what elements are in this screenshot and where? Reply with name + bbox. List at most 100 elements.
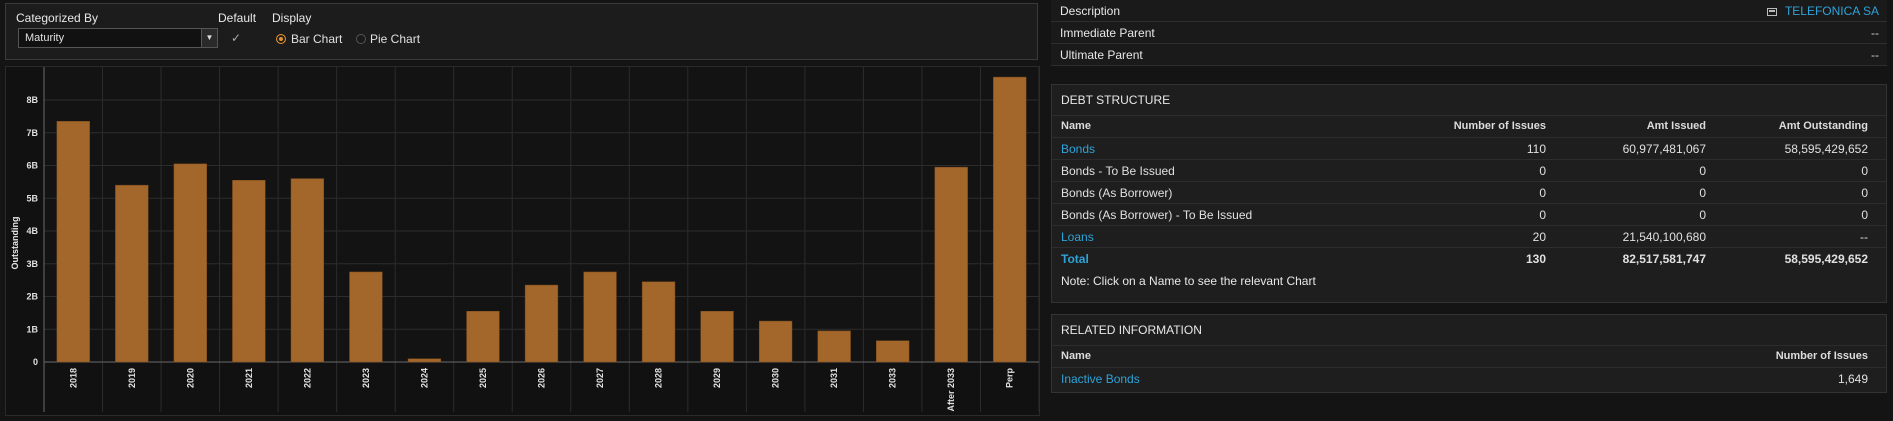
total-row[interactable]: Total 130 82,517,581,747 58,595,429,652 [1052,247,1886,269]
bar-2029[interactable] [700,310,734,363]
amt-issued-cell: 60,977,481,067 [1622,142,1706,156]
table-row: Bonds (As Borrower) 0 0 0 [1052,181,1886,203]
name-cell: Bonds - To Be Issued [1061,164,1175,178]
y-axis-ticks: 0 1B 2B 3B 4B 5B 6B 7B 8B [26,95,38,367]
categorized-by-select[interactable]: Maturity ▼ [18,28,218,48]
table-row: Bonds - To Be Issued 0 0 0 [1052,159,1886,181]
description-value[interactable]: TELEFONICA SA [1766,4,1879,18]
issuer-info: Description TELEFONICA SA Immediate Pare… [1051,0,1887,66]
bar-2022[interactable] [290,178,325,363]
y-tick-label: 4B [26,226,38,236]
y-tick-label: 7B [26,128,38,138]
bar-2020[interactable] [173,163,207,363]
description-row: Description TELEFONICA SA [1051,0,1887,22]
amt-issued-cell: 82,517,581,747 [1622,252,1706,266]
amt-outstanding-cell: 0 [1861,164,1868,178]
x-tick-label: 2026 [537,368,547,388]
inactive-bonds-link[interactable]: Inactive Bonds [1061,372,1140,386]
chart-bars [56,76,1027,363]
bar-2025[interactable] [466,310,500,363]
amt-issued-cell: 0 [1699,164,1706,178]
bar-2019[interactable] [115,184,149,363]
debt-structure-section: DEBT STRUCTURE Name Number of Issues Amt… [1051,84,1887,303]
table-row[interactable]: Inactive Bonds 1,649 [1052,367,1886,389]
default-checkbox[interactable]: ✓ [231,31,242,45]
ultimate-parent-row: Ultimate Parent -- [1051,44,1887,66]
bar-2033[interactable] [876,340,910,363]
related-information-section: RELATED INFORMATION Name Number of Issue… [1051,314,1887,393]
amt-issued-cell: 21,540,100,680 [1622,230,1706,244]
issues-cell: 130 [1525,252,1546,266]
bar-2028[interactable] [641,281,676,363]
bonds-link[interactable]: Bonds [1061,142,1096,156]
debt-structure-note: Note: Click on a Name to see the relevan… [1061,274,1316,288]
x-tick-label: 2027 [595,368,605,388]
y-tick-label: 6B [26,161,38,171]
bar-perp[interactable] [993,76,1027,363]
x-tick-label: 2019 [127,368,137,388]
y-tick-label: 0 [33,357,38,367]
debt-table-header: Name Number of Issues Amt Issued Amt Out… [1052,115,1886,137]
y-axis-label: Outstanding [10,217,20,270]
related-table-header: Name Number of Issues [1052,345,1886,367]
amt-outstanding-cell: -- [1860,230,1868,244]
y-tick-label: 1B [26,324,38,334]
bar-2031[interactable] [817,330,851,363]
pie-chart-radio[interactable] [356,34,366,44]
total-link[interactable]: Total [1061,252,1089,266]
related-information-title: RELATED INFORMATION [1061,323,1202,337]
ultimate-parent-value: -- [1871,48,1879,62]
x-tick-label: 2020 [185,368,195,388]
ultimate-parent-label: Ultimate Parent [1060,48,1143,62]
categorized-by-label: Categorized By [16,11,99,25]
y-tick-label: 3B [26,259,38,269]
x-tick-label: 2022 [302,368,312,388]
y-tick-label: 8B [26,95,38,105]
issues-cell: 110 [1526,142,1546,156]
amt-outstanding-cell: 0 [1861,208,1868,222]
name-cell: Bonds (As Borrower) - To Be Issued [1061,208,1253,222]
table-row[interactable]: Loans 20 21,540,100,680 -- [1052,225,1886,247]
x-tick-label: After 2033 [946,368,956,412]
x-tick-label: 2025 [478,368,488,388]
col-issues-header: Number of Issues [1453,120,1546,132]
issues-cell: 1,649 [1837,372,1868,386]
bar-chart-label[interactable]: Bar Chart [291,32,343,46]
x-tick-label: 2023 [361,368,371,388]
immediate-parent-value: -- [1871,26,1879,40]
bar-2027[interactable] [583,271,617,363]
amt-issued-cell: 0 [1699,186,1706,200]
display-label: Display [272,11,312,25]
col-name-header: Name [1061,350,1091,362]
bar-2018[interactable] [56,121,90,363]
external-link-icon[interactable] [1766,7,1777,16]
loans-link[interactable]: Loans [1061,230,1094,244]
bar-2024[interactable] [407,358,442,363]
amt-outstanding-cell: 0 [1861,186,1868,200]
pie-chart-label[interactable]: Pie Chart [370,32,421,46]
issues-cell: 0 [1539,208,1546,222]
bar-2026[interactable] [524,284,559,363]
name-cell: Bonds (As Borrower) [1061,186,1173,200]
amt-outstanding-cell: 58,595,429,652 [1784,142,1868,156]
bar-2030[interactable] [758,320,793,363]
issues-cell: 20 [1532,230,1546,244]
issues-cell: 0 [1539,164,1546,178]
debt-structure-title: DEBT STRUCTURE [1061,93,1171,107]
chevron-down-icon[interactable]: ▼ [201,29,217,47]
categorized-by-value: Maturity [25,32,65,44]
x-tick-label: 2028 [654,368,664,388]
table-row[interactable]: Bonds 110 60,977,481,067 58,595,429,652 [1052,137,1886,159]
issuer-name-link[interactable]: TELEFONICA SA [1784,4,1879,18]
bar-chart-radio[interactable] [276,34,286,44]
x-tick-label: 2030 [771,368,781,388]
bar-2023[interactable] [349,271,383,363]
y-tick-label: 5B [26,193,38,203]
bar-2021[interactable] [232,179,266,363]
immediate-parent-row: Immediate Parent -- [1051,22,1887,44]
issues-cell: 0 [1539,186,1546,200]
bar-after-2033[interactable] [934,166,968,363]
y-tick-label: 2B [26,292,38,302]
